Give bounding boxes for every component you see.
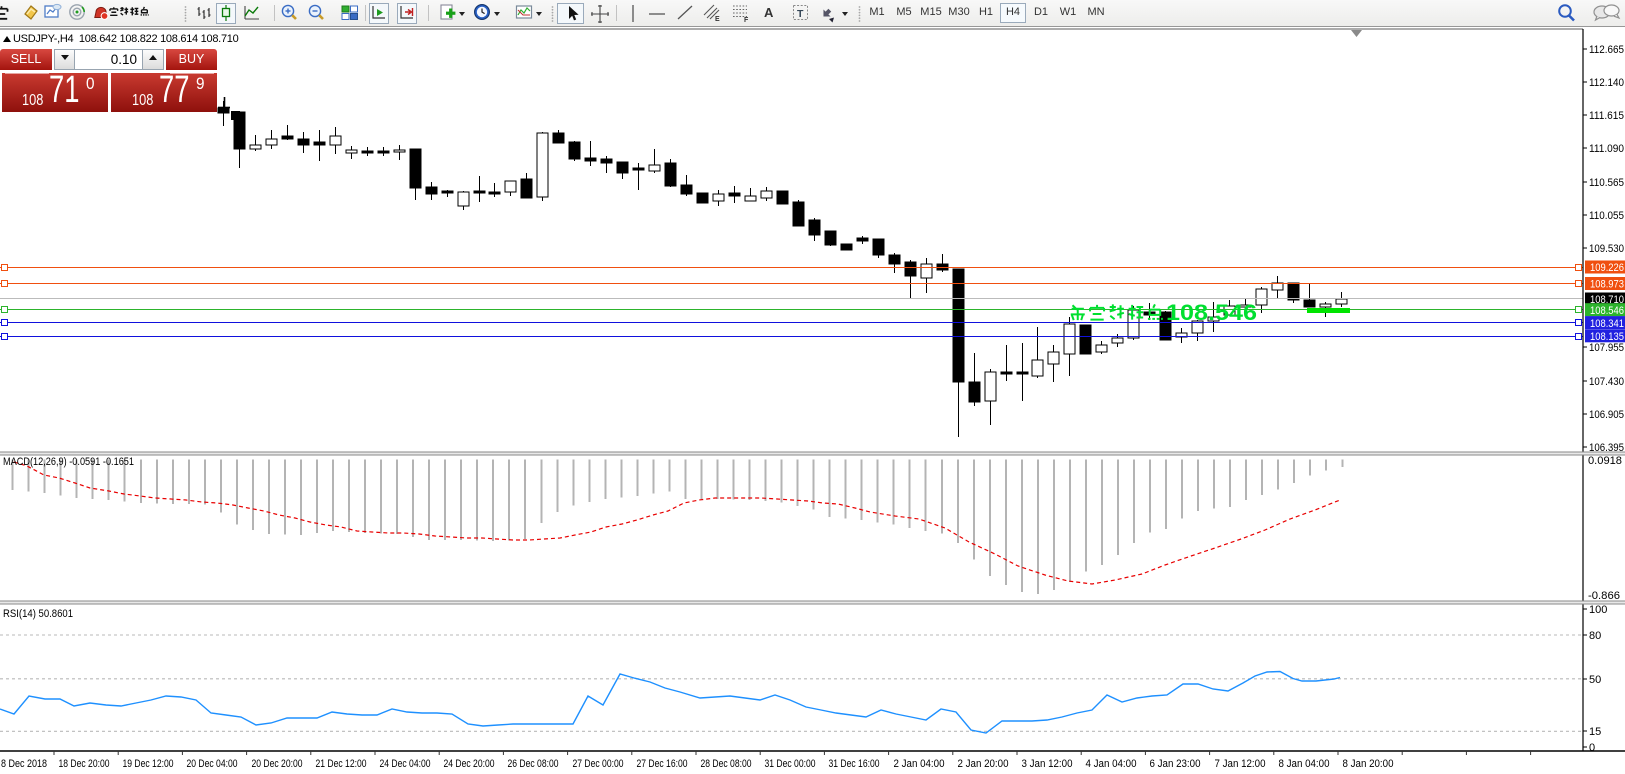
svg-text:109.226: 109.226 bbox=[1590, 262, 1624, 274]
svg-text:108.135: 108.135 bbox=[1590, 331, 1624, 343]
svg-text:28 Dec 08:00: 28 Dec 08:00 bbox=[701, 758, 752, 770]
svg-text:111.615: 111.615 bbox=[1589, 110, 1624, 122]
svg-text:108.546: 108.546 bbox=[1166, 300, 1257, 325]
svg-text:3 Jan 12:00: 3 Jan 12:00 bbox=[1022, 758, 1073, 770]
svg-text:19 Dec 12:00: 19 Dec 12:00 bbox=[123, 758, 174, 770]
svg-text:F: F bbox=[744, 17, 749, 24]
svg-text:31 Dec 00:00: 31 Dec 00:00 bbox=[765, 758, 816, 770]
svg-text:20 Dec 20:00: 20 Dec 20:00 bbox=[252, 758, 303, 770]
svg-text:MACD(12,26,9) -0.0591 -0.1651: MACD(12,26,9) -0.0591 -0.1651 bbox=[3, 456, 134, 468]
svg-text:18 Dec 20:00: 18 Dec 20:00 bbox=[59, 758, 110, 770]
svg-text:8 Jan 20:00: 8 Jan 20:00 bbox=[1343, 758, 1394, 770]
svg-text:0: 0 bbox=[1589, 742, 1595, 754]
svg-text:21 Dec 12:00: 21 Dec 12:00 bbox=[316, 758, 367, 770]
svg-text:110.055: 110.055 bbox=[1589, 210, 1624, 222]
svg-text:0.0918: 0.0918 bbox=[1588, 455, 1622, 467]
svg-text:E: E bbox=[715, 16, 720, 23]
svg-text:27 Dec 16:00: 27 Dec 16:00 bbox=[637, 758, 688, 770]
svg-text:8 Jan 04:00: 8 Jan 04:00 bbox=[1279, 758, 1330, 770]
svg-text:8 Dec 2018: 8 Dec 2018 bbox=[1, 758, 47, 770]
svg-text:50: 50 bbox=[1589, 674, 1601, 686]
svg-text:7 Jan 12:00: 7 Jan 12:00 bbox=[1215, 758, 1266, 770]
svg-text:111.090: 111.090 bbox=[1589, 143, 1624, 155]
svg-text:100: 100 bbox=[1589, 604, 1607, 616]
svg-text:24 Dec 04:00: 24 Dec 04:00 bbox=[380, 758, 431, 770]
svg-text:26 Dec 08:00: 26 Dec 08:00 bbox=[508, 758, 559, 770]
svg-text:112.140: 112.140 bbox=[1589, 77, 1624, 89]
svg-text:31 Dec 16:00: 31 Dec 16:00 bbox=[829, 758, 880, 770]
svg-text:RSI(14) 50.8601: RSI(14) 50.8601 bbox=[3, 608, 73, 620]
svg-text:27 Dec 00:00: 27 Dec 00:00 bbox=[573, 758, 624, 770]
svg-text:108.546: 108.546 bbox=[1590, 305, 1624, 317]
svg-text:-0.866: -0.866 bbox=[1588, 590, 1620, 602]
svg-text:6 Jan 23:00: 6 Jan 23:00 bbox=[1150, 758, 1201, 770]
svg-text:107.955: 107.955 bbox=[1589, 342, 1624, 354]
svg-text:110.565: 110.565 bbox=[1589, 177, 1624, 189]
svg-text:T: T bbox=[797, 8, 804, 20]
svg-text:24 Dec 20:00: 24 Dec 20:00 bbox=[444, 758, 495, 770]
svg-text:15: 15 bbox=[1589, 726, 1601, 738]
svg-text:107.430: 107.430 bbox=[1589, 376, 1624, 388]
svg-text:112.665: 112.665 bbox=[1589, 44, 1624, 56]
svg-text:20 Dec 04:00: 20 Dec 04:00 bbox=[187, 758, 238, 770]
svg-text:106.395: 106.395 bbox=[1589, 442, 1624, 454]
svg-text:4 Jan 04:00: 4 Jan 04:00 bbox=[1086, 758, 1137, 770]
svg-text:106.905: 106.905 bbox=[1589, 409, 1624, 421]
svg-text:2 Jan 20:00: 2 Jan 20:00 bbox=[958, 758, 1009, 770]
svg-text:108.973: 108.973 bbox=[1590, 279, 1624, 291]
svg-text:109.530: 109.530 bbox=[1589, 243, 1624, 255]
svg-text:108.341: 108.341 bbox=[1590, 318, 1624, 330]
svg-text:80: 80 bbox=[1589, 630, 1601, 642]
svg-text:2 Jan 04:00: 2 Jan 04:00 bbox=[894, 758, 945, 770]
